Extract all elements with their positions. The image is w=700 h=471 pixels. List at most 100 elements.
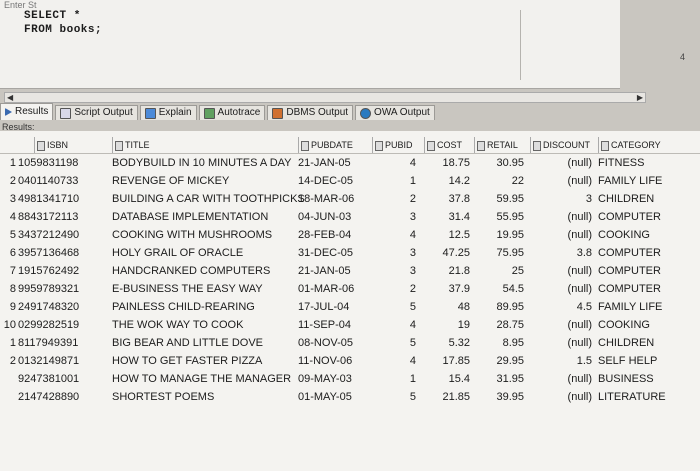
table-row[interactable]: 5 3437212490 COOKING WITH MUSHROOMS 28-FEB-…: [0, 227, 700, 244]
table-row[interactable]: 4 8843172113 DATABASE IMPLEMENTATION 04-JUN…: [0, 209, 700, 226]
cell-pubdate[interactable]: 04-JUN-03: [298, 211, 352, 223]
cell-cost[interactable]: 48: [457, 301, 470, 313]
cell-pubid[interactable]: 5: [409, 337, 416, 349]
cell-pubdate[interactable]: 14-DEC-05: [298, 175, 354, 187]
column-header-title[interactable]: TITLE: [112, 137, 150, 154]
cell-retail[interactable]: 22: [511, 175, 524, 187]
cell-retail[interactable]: 54.5: [502, 283, 524, 295]
table-row[interactable]: 8 9959789321 E-BUSINESS THE EASY WAY 01-MAR…: [0, 281, 700, 298]
cell-n[interactable]: 8: [9, 283, 16, 295]
cell-pubid[interactable]: 2: [409, 193, 416, 205]
cell-title[interactable]: BODYBUILD IN 10 MINUTES A DAY: [112, 157, 292, 169]
cell-n[interactable]: 9: [9, 301, 16, 313]
cell-title[interactable]: REVENGE OF MICKEY: [112, 175, 230, 187]
cell-pubid[interactable]: 3: [409, 247, 416, 259]
cell-discount[interactable]: 4.5: [576, 301, 592, 313]
cell-retail[interactable]: 31.95: [496, 373, 524, 385]
cell-pubdate[interactable]: 18-MAR-06: [298, 193, 355, 205]
scroll-left-arrow-icon[interactable]: ◀: [7, 93, 14, 102]
cell-pubid[interactable]: 2: [409, 283, 416, 295]
cell-cost[interactable]: 21.85: [442, 391, 470, 403]
cell-pubid[interactable]: 3: [409, 211, 416, 223]
cell-pubid[interactable]: 4: [409, 229, 416, 241]
cell-cost[interactable]: 47.25: [442, 247, 470, 259]
cell-retail[interactable]: 25: [511, 265, 524, 277]
cell-retail[interactable]: 19.95: [496, 229, 524, 241]
cell-cost[interactable]: 15.4: [448, 373, 470, 385]
cell-discount[interactable]: (null): [567, 373, 592, 385]
cell-pubid[interactable]: 1: [409, 373, 416, 385]
cell-cost[interactable]: 31.4: [448, 211, 470, 223]
cell-title[interactable]: THE WOK WAY TO COOK: [112, 319, 244, 331]
cell-cost[interactable]: 18.75: [442, 157, 470, 169]
cell-discount[interactable]: 3: [585, 193, 592, 205]
column-header-cost[interactable]: COST: [424, 137, 462, 154]
cell-isbn[interactable]: 0299282519: [18, 319, 80, 331]
cell-retail[interactable]: 89.95: [496, 301, 524, 313]
cell-n[interactable]: 10: [3, 319, 16, 331]
cell-category[interactable]: FITNESS: [598, 157, 645, 169]
cell-isbn[interactable]: 0132149871: [18, 355, 80, 367]
cell-category[interactable]: FAMILY LIFE: [598, 175, 663, 187]
table-row[interactable]: 1 1059831198 BODYBUILD IN 10 MINUTES A DAY…: [0, 155, 700, 172]
cell-category[interactable]: COOKING: [598, 229, 650, 241]
sql-line-2[interactable]: FROM books;: [24, 24, 103, 36]
cell-discount[interactable]: 1.5: [576, 355, 592, 367]
cell-retail[interactable]: 8.95: [502, 337, 524, 349]
column-header-retail[interactable]: RETAIL: [474, 137, 518, 154]
cell-category[interactable]: COOKING: [598, 319, 650, 331]
cell-cost[interactable]: 37.8: [448, 193, 470, 205]
cell-n[interactable]: 1: [9, 157, 16, 169]
cell-retail[interactable]: 30.95: [496, 157, 524, 169]
cell-pubid[interactable]: 1: [409, 175, 416, 187]
table-row[interactable]: 3 4981341710 BUILDING A CAR WITH TOOTHPICK…: [0, 191, 700, 208]
cell-discount[interactable]: (null): [567, 175, 592, 187]
cell-cost[interactable]: 37.9: [448, 283, 470, 295]
tab-autotrace[interactable]: Autotrace: [198, 105, 266, 120]
cell-pubid[interactable]: 4: [409, 355, 416, 367]
cell-discount[interactable]: (null): [567, 211, 592, 223]
cell-pubdate[interactable]: 08-NOV-05: [298, 337, 354, 349]
cell-category[interactable]: COMPUTER: [598, 283, 661, 295]
cell-n[interactable]: 6: [9, 247, 16, 259]
cell-title[interactable]: HOW TO MANAGE THE MANAGER: [112, 373, 292, 385]
cell-category[interactable]: SELF HELP: [598, 355, 658, 367]
cell-retail[interactable]: 75.95: [496, 247, 524, 259]
cell-discount[interactable]: (null): [567, 229, 592, 241]
cell-retail[interactable]: 39.95: [496, 391, 524, 403]
cell-n[interactable]: 5: [9, 229, 16, 241]
cell-category[interactable]: COMPUTER: [598, 211, 661, 223]
cell-isbn[interactable]: 8117949391: [18, 337, 79, 349]
cell-cost[interactable]: 14.2: [448, 175, 470, 187]
sql-editor[interactable]: Enter St SELECT * FROM books;: [0, 0, 620, 89]
tab-results[interactable]: Results: [0, 103, 54, 120]
cell-discount[interactable]: 3.8: [576, 247, 592, 259]
cell-n[interactable]: 2: [9, 355, 16, 367]
cell-pubid[interactable]: 4: [409, 157, 416, 169]
tab-dbms-output[interactable]: DBMS Output: [267, 105, 354, 120]
cell-title[interactable]: BIG BEAR AND LITTLE DOVE: [112, 337, 263, 349]
cell-cost[interactable]: 21.8: [448, 265, 470, 277]
cell-category[interactable]: FAMILY LIFE: [598, 301, 663, 313]
table-row[interactable]: 9247381001 HOW TO MANAGE THE MANAGER 09-MA…: [0, 371, 700, 388]
cell-category[interactable]: BUSINESS: [598, 373, 654, 385]
cell-isbn[interactable]: 1059831198: [18, 157, 79, 169]
cell-pubdate[interactable]: 09-MAY-03: [298, 373, 352, 385]
cell-n[interactable]: 3: [9, 193, 16, 205]
cell-discount[interactable]: (null): [567, 337, 592, 349]
sql-line-1[interactable]: SELECT *: [24, 10, 81, 22]
cell-discount[interactable]: (null): [567, 265, 592, 277]
column-header-pubdate[interactable]: PUBDATE: [298, 137, 353, 154]
tab-owa-output[interactable]: OWA Output: [355, 105, 435, 120]
cell-isbn[interactable]: 1915762492: [18, 265, 80, 277]
horizontal-scrollbar[interactable]: ◀ ▶: [4, 92, 646, 103]
cell-category[interactable]: COMPUTER: [598, 265, 661, 277]
cell-retail[interactable]: 59.95: [496, 193, 524, 205]
cell-n[interactable]: 1: [9, 337, 16, 349]
column-header-discount[interactable]: DISCOUNT: [530, 137, 590, 154]
cell-title[interactable]: HANDCRANKED COMPUTERS: [112, 265, 271, 277]
table-row[interactable]: 2147428890 SHORTEST POEMS 01-MAY-05 5 21.85 3…: [0, 389, 700, 406]
cell-category[interactable]: CHILDREN: [598, 193, 655, 205]
cell-pubdate[interactable]: 11-SEP-04: [298, 319, 351, 331]
cell-cost[interactable]: 19: [457, 319, 470, 331]
